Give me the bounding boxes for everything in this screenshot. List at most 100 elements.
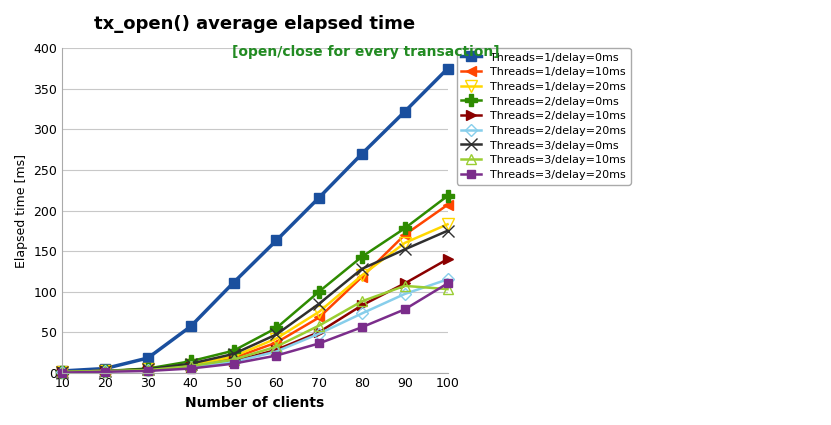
Legend: Threads=1/delay=0ms, Threads=1/delay=10ms, Threads=1/delay=20ms, Threads=2/delay: Threads=1/delay=0ms, Threads=1/delay=10m… [457,48,631,184]
Threads=2/delay=20ms [57,369,67,374]
Threads=1/delay=20ms [357,273,367,278]
Threads=3/delay=20ms [272,353,282,358]
Threads=3/delay=10ms [272,344,282,349]
Threads=2/delay=0ms [357,254,367,259]
Threads=1/delay=0ms [443,66,453,71]
Threads=3/delay=20ms [443,281,453,286]
Line: Threads=2/delay=10ms: Threads=2/delay=10ms [57,254,452,377]
Threads=1/delay=20ms [229,354,238,359]
Threads=3/delay=20ms [185,366,195,371]
Text: [open/close for every transaction]: [open/close for every transaction] [232,45,499,59]
Threads=2/delay=20ms [185,364,195,369]
Threads=2/delay=0ms [57,369,67,374]
Threads=3/delay=10ms [314,323,324,328]
Threads=2/delay=0ms [314,289,324,294]
Threads=1/delay=0ms [229,280,238,285]
Line: Threads=1/delay=0ms: Threads=1/delay=0ms [57,64,452,376]
Threads=2/delay=0ms [100,368,110,374]
Threads=2/delay=20ms [229,360,238,365]
Threads=2/delay=10ms [143,368,153,373]
Threads=2/delay=0ms [272,326,282,331]
Threads=2/delay=20ms [314,331,324,336]
Threads=3/delay=20ms [143,368,153,374]
Threads=2/delay=0ms [143,366,153,371]
Threads=2/delay=0ms [229,348,238,353]
Threads=2/delay=20ms [443,277,453,282]
Threads=1/delay=0ms [400,109,410,114]
Threads=1/delay=10ms [143,367,153,372]
Threads=1/delay=0ms [357,151,367,156]
Threads=3/delay=0ms [100,368,110,374]
Threads=3/delay=10ms [357,299,367,304]
Threads=3/delay=0ms [185,361,195,366]
Threads=3/delay=10ms [443,286,453,292]
Threads=2/delay=10ms [400,281,410,286]
Threads=2/delay=10ms [272,347,282,352]
Threads=2/delay=10ms [100,368,110,374]
Threads=3/delay=0ms [143,367,153,372]
Threads=3/delay=0ms [357,266,367,272]
Threads=1/delay=0ms [314,195,324,200]
Threads=1/delay=20ms [143,367,153,372]
Threads=1/delay=10ms [357,275,367,280]
Threads=3/delay=10ms [100,368,110,374]
Threads=1/delay=20ms [100,368,110,374]
Threads=2/delay=0ms [400,226,410,231]
Threads=3/delay=10ms [143,368,153,373]
Threads=2/delay=10ms [229,359,238,364]
Threads=1/delay=20ms [443,222,453,227]
Threads=2/delay=10ms [314,329,324,334]
Threads=2/delay=20ms [400,292,410,297]
Threads=3/delay=20ms [229,361,238,366]
Threads=1/delay=10ms [400,232,410,238]
Threads=1/delay=0ms [272,238,282,243]
Threads=3/delay=20ms [400,307,410,312]
X-axis label: Number of clients: Number of clients [185,396,325,410]
Threads=1/delay=10ms [185,363,195,368]
Threads=2/delay=10ms [357,303,367,308]
Threads=2/delay=0ms [185,359,195,364]
Threads=1/delay=10ms [443,202,453,207]
Threads=1/delay=10ms [272,340,282,345]
Threads=1/delay=10ms [314,315,324,320]
Threads=3/delay=0ms [400,247,410,252]
Threads=2/delay=20ms [143,368,153,373]
Threads=3/delay=10ms [57,369,67,374]
Line: Threads=2/delay=20ms: Threads=2/delay=20ms [58,275,452,376]
Threads=3/delay=0ms [57,369,67,374]
Line: Threads=3/delay=20ms: Threads=3/delay=20ms [58,279,452,377]
Threads=1/delay=0ms [100,366,110,371]
Threads=1/delay=10ms [229,355,238,360]
Threads=3/delay=20ms [57,370,67,375]
Threads=1/delay=0ms [143,355,153,360]
Threads=3/delay=10ms [400,283,410,289]
Threads=3/delay=0ms [229,351,238,357]
Threads=3/delay=0ms [443,228,453,233]
Threads=3/delay=10ms [229,357,238,362]
Threads=3/delay=20ms [314,341,324,346]
Threads=2/delay=20ms [272,349,282,354]
Threads=3/delay=0ms [314,301,324,306]
Line: Threads=1/delay=20ms: Threads=1/delay=20ms [57,219,453,377]
Y-axis label: Elapsed time [ms]: Elapsed time [ms] [15,153,28,267]
Line: Threads=3/delay=10ms: Threads=3/delay=10ms [57,281,452,377]
Threads=1/delay=20ms [400,241,410,246]
Line: Threads=1/delay=10ms: Threads=1/delay=10ms [57,200,452,377]
Threads=2/delay=20ms [100,368,110,374]
Threads=2/delay=10ms [57,369,67,374]
Threads=1/delay=20ms [57,369,67,374]
Line: Threads=2/delay=0ms: Threads=2/delay=0ms [57,190,453,377]
Threads=3/delay=10ms [185,363,195,368]
Threads=3/delay=0ms [272,332,282,337]
Threads=2/delay=10ms [443,257,453,262]
Threads=1/delay=10ms [57,369,67,374]
Threads=1/delay=20ms [314,309,324,314]
Title: tx_open() average elapsed time: tx_open() average elapsed time [95,15,416,33]
Threads=2/delay=10ms [185,364,195,369]
Threads=1/delay=20ms [272,336,282,341]
Threads=1/delay=0ms [185,324,195,329]
Threads=2/delay=0ms [443,193,453,198]
Threads=1/delay=10ms [100,368,110,374]
Threads=3/delay=20ms [357,325,367,330]
Line: Threads=3/delay=0ms: Threads=3/delay=0ms [57,225,453,377]
